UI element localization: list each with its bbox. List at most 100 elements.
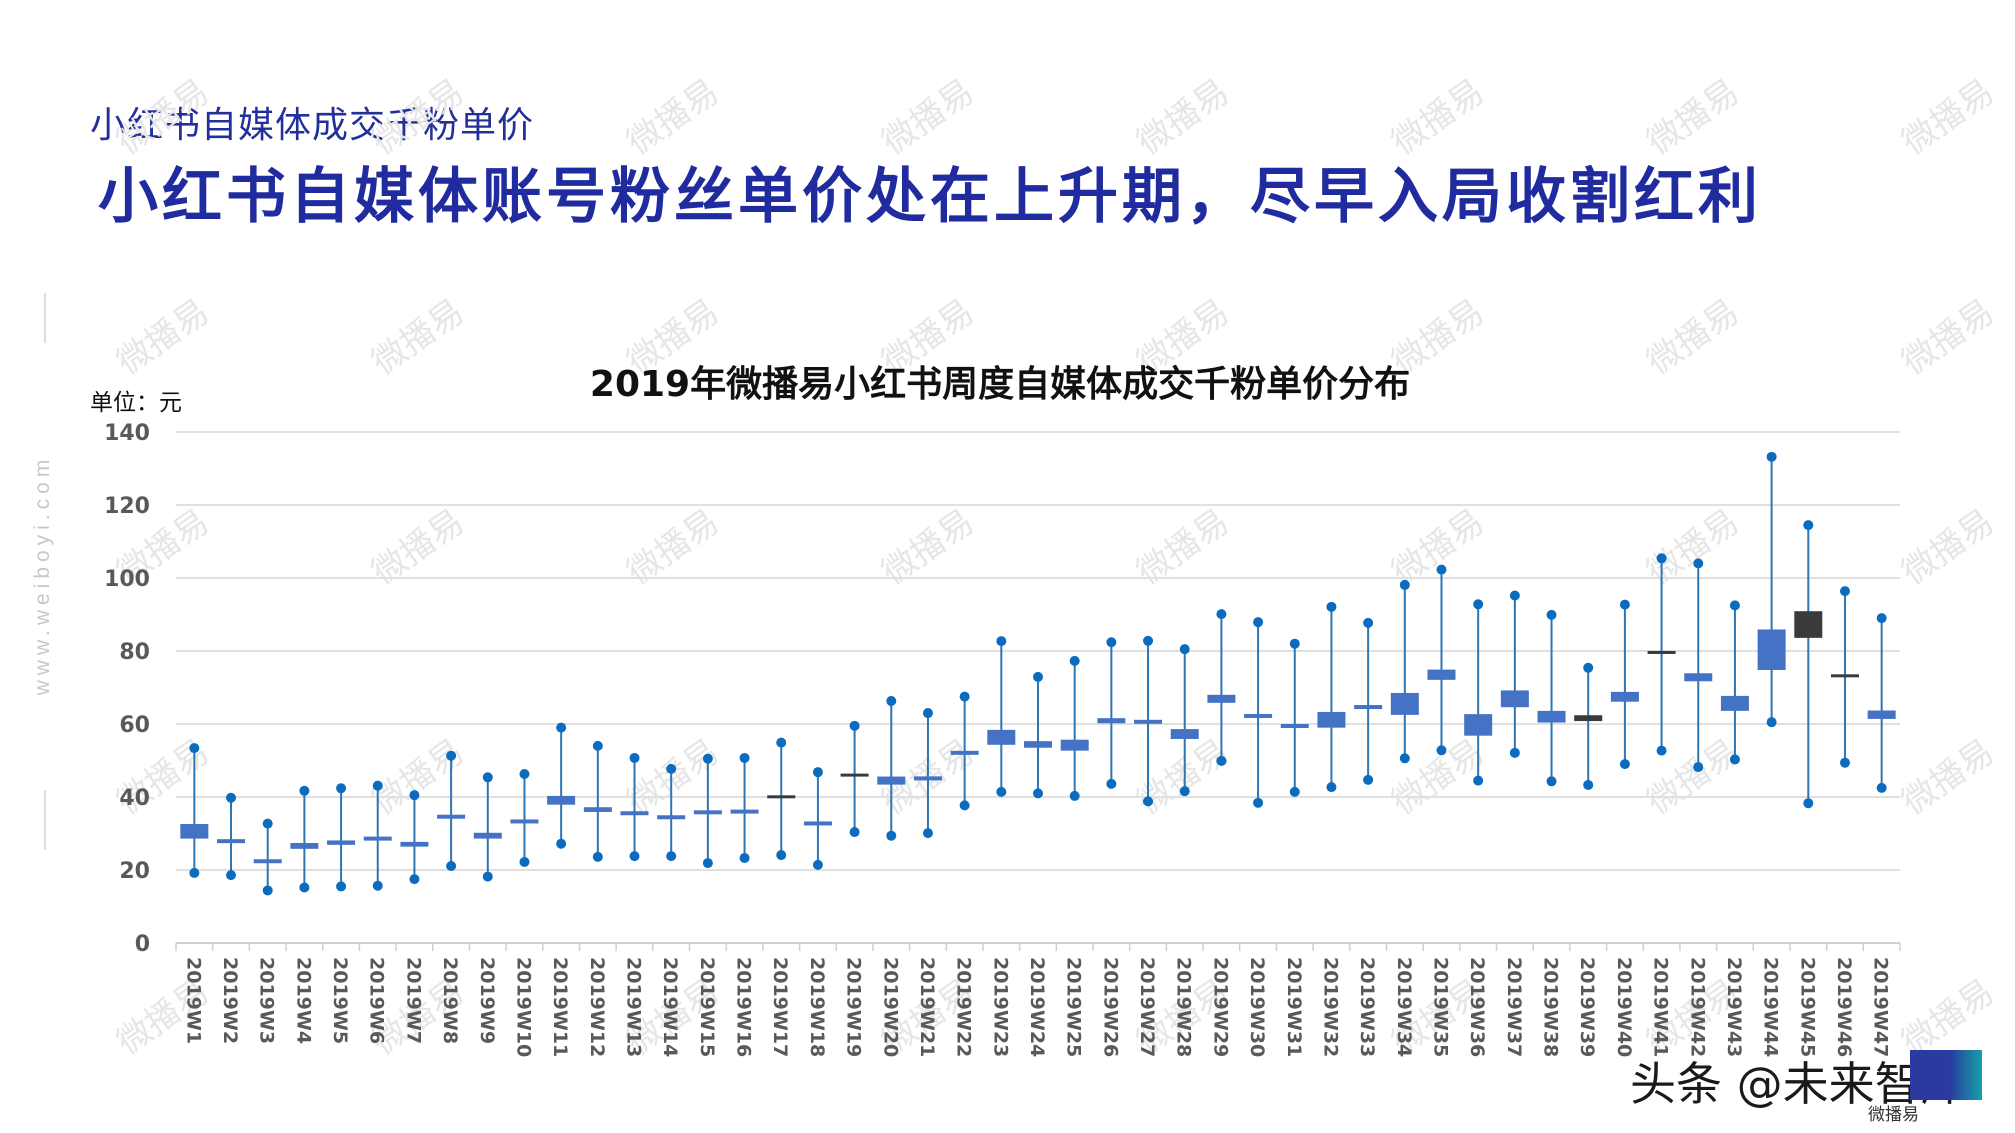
- x-tick-label: 2019W35: [1429, 957, 1451, 1057]
- min-dot: [189, 867, 200, 878]
- max-dot: [592, 740, 603, 751]
- iqr-box: [583, 807, 612, 812]
- max-dot: [1363, 617, 1374, 628]
- min-dot: [1803, 798, 1814, 809]
- x-tick-label: 2019W36: [1466, 957, 1488, 1057]
- logo-caption: 微播易: [1868, 1105, 1919, 1125]
- x-tick-label: 2019W42: [1686, 957, 1708, 1057]
- max-dot: [1326, 601, 1337, 612]
- y-tick-label: 100: [104, 567, 150, 592]
- x-tick-label: 2019W19: [843, 957, 865, 1057]
- iqr-box: [1464, 714, 1493, 736]
- max-dot: [1216, 609, 1227, 620]
- iqr-box: [1317, 711, 1346, 728]
- x-tick-label: 2019W14: [659, 957, 681, 1057]
- iqr-box: [547, 795, 576, 805]
- y-tick-label: 80: [119, 640, 150, 665]
- iqr-box: [1280, 724, 1309, 729]
- min-dot: [592, 851, 603, 862]
- min-dot: [739, 852, 750, 863]
- y-tick-label: 120: [104, 494, 150, 519]
- min-dot: [1399, 753, 1410, 764]
- x-tick-label: 2019W25: [1063, 957, 1085, 1057]
- x-tick-label: 2019W33: [1356, 957, 1378, 1057]
- x-tick-label: 2019W20: [879, 957, 901, 1057]
- max-dot: [556, 722, 567, 733]
- min-dot: [1143, 796, 1154, 807]
- max-dot: [1289, 638, 1300, 649]
- max-dot: [886, 696, 897, 707]
- iqr-box: [1500, 690, 1529, 708]
- iqr-box: [1537, 710, 1566, 723]
- max-dot: [1473, 599, 1484, 610]
- min-dot: [776, 850, 787, 861]
- min-dot: [1766, 717, 1777, 728]
- max-dot: [1436, 564, 1447, 575]
- weiboyi-logo-icon: [1910, 1050, 1982, 1100]
- x-tick-label: 2019W31: [1283, 957, 1305, 1057]
- x-tick-label: 2019W8: [439, 957, 461, 1044]
- min-dot: [886, 830, 897, 841]
- max-dot: [1619, 599, 1630, 610]
- iqr-box: [473, 832, 502, 839]
- iqr-box: [657, 815, 686, 820]
- min-dot: [1436, 745, 1447, 756]
- iqr-box: [290, 842, 319, 849]
- min-dot: [519, 856, 530, 867]
- iqr-box: [1647, 650, 1676, 654]
- max-dot: [1253, 617, 1264, 628]
- iqr-box: [693, 810, 722, 815]
- iqr-box: [1794, 611, 1823, 638]
- x-tick-label: 2019W39: [1576, 957, 1598, 1057]
- min-dot: [1106, 778, 1117, 789]
- iqr-box: [730, 809, 759, 814]
- min-dot: [1693, 762, 1704, 773]
- max-dot: [1693, 558, 1704, 569]
- x-tick-label: 2019W37: [1503, 957, 1525, 1057]
- max-dot: [922, 708, 933, 719]
- min-dot: [446, 860, 457, 871]
- iqr-box: [1134, 719, 1163, 724]
- max-dot: [1509, 590, 1520, 601]
- max-dot: [1729, 600, 1740, 611]
- max-dot: [849, 720, 860, 731]
- x-tick-label: 2019W1: [182, 957, 204, 1044]
- min-dot: [1656, 745, 1667, 756]
- iqr-box: [1610, 691, 1639, 702]
- max-dot: [372, 780, 383, 791]
- iqr-box: [1427, 669, 1456, 680]
- max-dot: [1399, 579, 1410, 590]
- x-tick-label: 2019W32: [1319, 957, 1341, 1057]
- min-dot: [1033, 788, 1043, 799]
- min-dot: [336, 881, 347, 892]
- x-tick-label: 2019W15: [696, 957, 718, 1057]
- max-dot: [1876, 613, 1887, 624]
- chart-title: 2019年微播易小红书周度自媒体成交千粉单价分布: [589, 364, 1411, 405]
- min-dot: [1473, 775, 1484, 786]
- x-tick-label: 2019W2: [219, 957, 241, 1044]
- min-dot: [1289, 786, 1300, 797]
- max-dot: [1656, 553, 1667, 564]
- max-dot: [1766, 451, 1777, 462]
- max-dot: [1069, 655, 1080, 666]
- iqr-box: [803, 821, 832, 826]
- iqr-box: [1097, 718, 1126, 724]
- max-dot: [299, 785, 310, 796]
- max-dot: [959, 691, 970, 702]
- min-dot: [556, 838, 567, 849]
- max-dot: [1143, 635, 1154, 646]
- max-dot: [629, 752, 640, 763]
- y-tick-label: 0: [135, 932, 150, 957]
- max-dot: [1803, 520, 1814, 531]
- min-dot: [812, 859, 823, 870]
- iqr-box: [1830, 674, 1859, 678]
- y-tick-label: 60: [119, 713, 150, 738]
- min-dot: [1509, 747, 1520, 758]
- iqr-box: [1867, 710, 1896, 719]
- iqr-box: [1720, 695, 1749, 711]
- side-divider-top: [44, 293, 46, 343]
- min-dot: [409, 874, 420, 885]
- max-dot: [226, 792, 237, 803]
- x-tick-label: 2019W21: [916, 957, 938, 1057]
- iqr-box: [913, 776, 942, 781]
